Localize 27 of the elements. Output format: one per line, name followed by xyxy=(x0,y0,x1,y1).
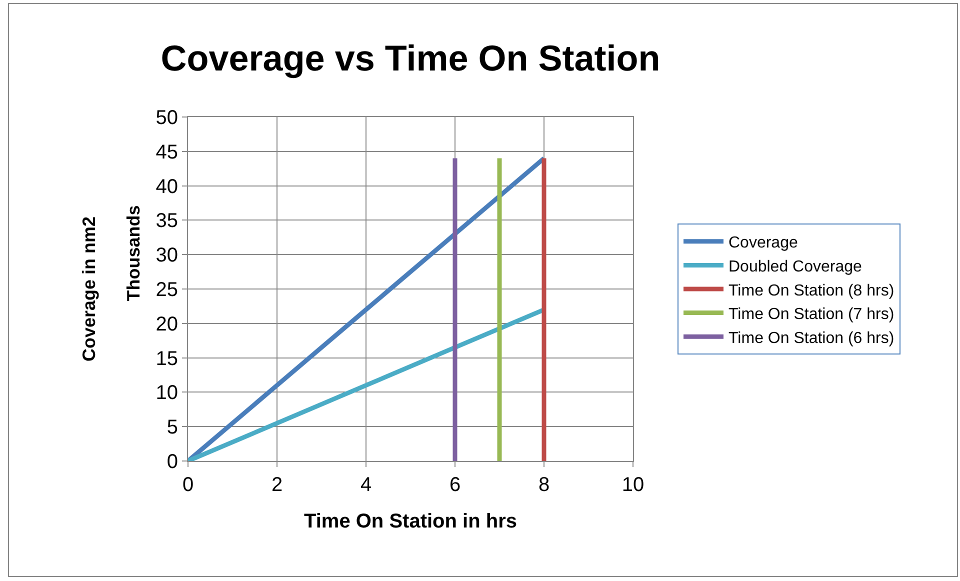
y-tick-label: 50 xyxy=(156,107,178,129)
x-axis-title: Time On Station in hrs xyxy=(304,510,517,532)
y-tick-label: 20 xyxy=(156,313,178,336)
legend-label: Time On Station (6 hrs) xyxy=(728,330,894,347)
x-tick-label: 0 xyxy=(182,474,194,496)
legend-label: Coverage xyxy=(728,234,798,252)
legend-label: Time On Station (7 hrs) xyxy=(728,306,894,324)
x-tick-label: 10 xyxy=(622,474,644,496)
y-axis-title: Coverage in nm2 xyxy=(78,216,99,362)
x-tick-label: 6 xyxy=(449,474,461,496)
y-tick-label: 40 xyxy=(156,176,178,198)
line-series xyxy=(188,156,546,461)
y-tick-label: 5 xyxy=(166,416,178,439)
y-tick-label: 25 xyxy=(156,279,178,301)
x-tick-label: 8 xyxy=(538,474,550,496)
chart-title: Coverage vs Time On Station xyxy=(160,38,660,79)
legend-label: Doubled Coverage xyxy=(728,258,862,276)
y-tick-label: 10 xyxy=(156,382,178,404)
y-tick-label: 15 xyxy=(156,348,178,370)
x-tick-label: 4 xyxy=(360,474,372,496)
x-tick-label: 2 xyxy=(271,474,283,496)
text: Thousands xyxy=(123,205,144,302)
y-tick-label: 35 xyxy=(156,210,178,232)
y-tick-label: 45 xyxy=(156,141,178,164)
y-tick-label: 0 xyxy=(166,451,178,473)
y-tick-label: 30 xyxy=(156,244,178,267)
legend-label: Time On Station (8 hrs) xyxy=(728,282,894,300)
